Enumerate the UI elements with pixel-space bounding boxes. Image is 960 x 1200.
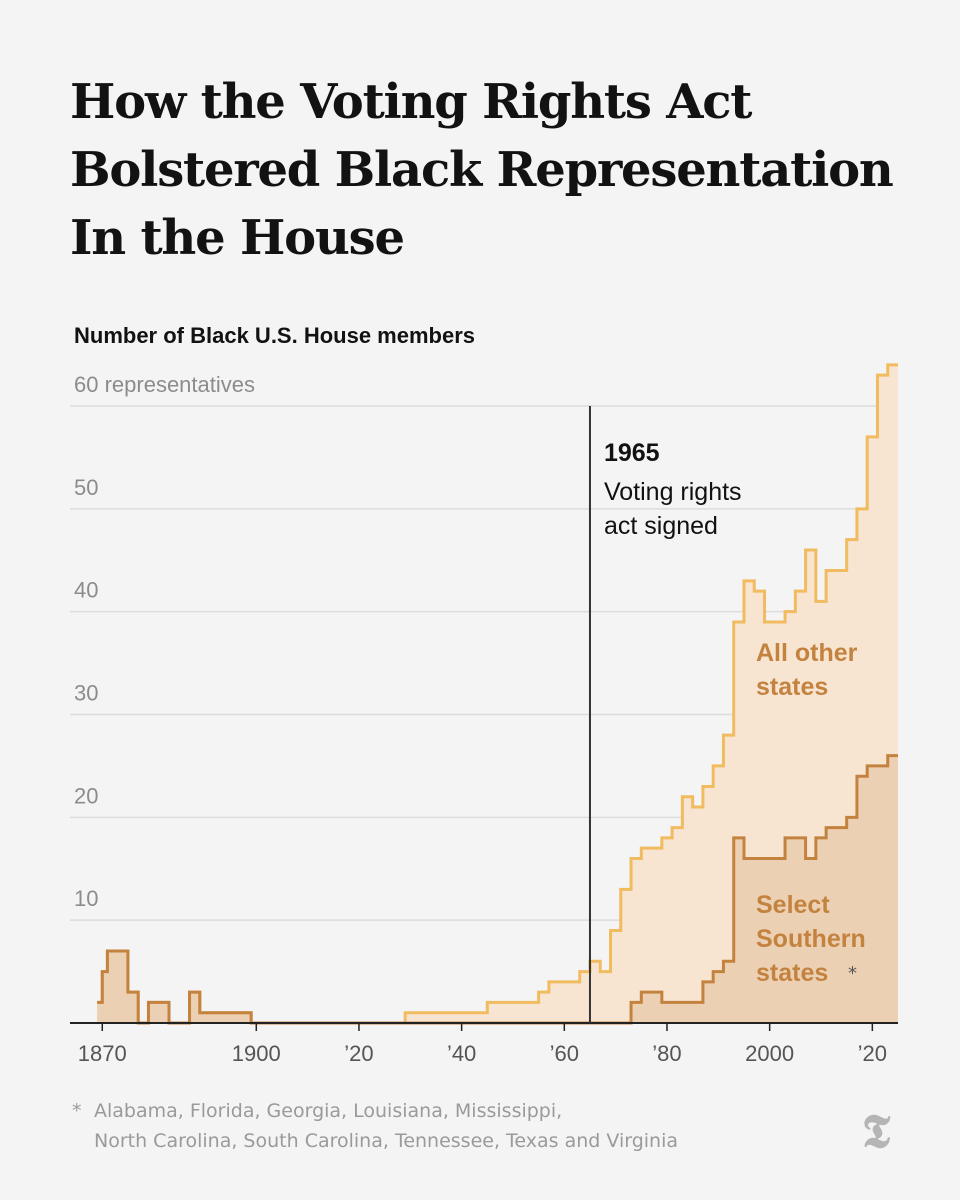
house-members-step-chart: Number of Black U.S. House members 60 re… [70,323,898,1066]
series-label-southern-line-2: Southern [756,925,866,953]
title-line-1: How the Voting Rights Act [70,74,752,130]
series-label-southern-marker: * [848,963,857,984]
x-tick-label-2020: ’20 [858,1041,887,1066]
x-tick-label-1980: ’80 [652,1041,681,1066]
y-tick-label-20: 20 [74,783,98,808]
y-axis-labels: 60 representatives 50 40 30 20 10 [74,372,255,911]
series-label-other-line-2: states [756,673,828,701]
y-tick-label-50: 50 [74,475,98,500]
series-areas [97,364,898,1023]
x-tick-label-1960: ’60 [550,1041,579,1066]
x-tick-label-1900: 1900 [232,1041,281,1066]
footnote-line-1: Alabama, Florida, Georgia, Louisiana, Mi… [94,1100,563,1122]
series-label-southern-line-1: Select [756,891,830,919]
chart-subtitle: Number of Black U.S. House members [74,323,475,348]
footnote-line-2: North Carolina, South Carolina, Tennesse… [94,1130,679,1152]
y-tick-label-30: 30 [74,681,98,706]
x-axis-labels: 1870 1900 ’20 ’40 ’60 ’80 2000 ’20 [78,1023,887,1066]
annotation-text-line-1: Voting rights [604,478,742,506]
x-tick-label-1940: ’40 [447,1041,476,1066]
series-label-other-line-1: All other [756,639,858,667]
series-labels: All other states Select Southern states … [756,639,866,987]
annotation-text-line-2: act signed [604,512,718,540]
x-tick-label-1870: 1870 [78,1041,127,1066]
title-line-2: Bolstered Black Representation [70,142,894,198]
title-line-3: In the House [70,210,405,266]
series-label-southern-line-3: states [756,959,828,987]
footnote: * Alabama, Florida, Georgia, Louisiana, M… [72,1096,872,1156]
x-tick-label-2000: 2000 [745,1041,794,1066]
nyt-logo-icon: 𝕿 [862,1104,891,1158]
y-tick-label-60: 60 representatives [74,372,255,397]
footnote-marker: * [72,1100,82,1122]
annotation-year: 1965 [604,439,660,467]
y-tick-label-10: 10 [74,886,98,911]
area-southern [97,755,898,1023]
x-tick-label-1920: ’20 [344,1041,373,1066]
annotation-1965: 1965 Voting rights act signed [588,406,742,1023]
area-other [97,364,898,1023]
y-tick-label-40: 40 [74,578,98,603]
page-title: How the Voting Rights Act Bolstered Blac… [70,68,930,272]
